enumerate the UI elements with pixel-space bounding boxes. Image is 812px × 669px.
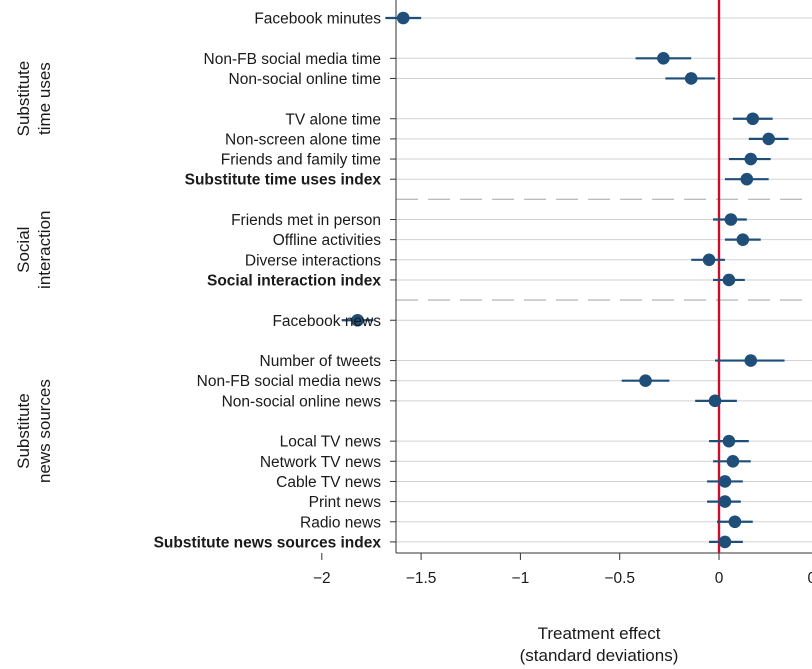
row-label: Substitute time uses index [185,172,382,189]
row-label: Print news [309,494,382,511]
group-label-line2: news sources [35,379,54,483]
point-estimate [726,455,740,468]
point-estimate [722,273,736,287]
x-axis-title-line1: Treatment effect [538,624,661,643]
point-estimates [351,11,775,549]
row-label: Diverse interactions [245,252,381,269]
row-label: Non-screen alone time [225,131,381,148]
point-estimate [718,535,732,549]
point-estimate [744,152,758,166]
group-label-line1: Substitute [14,61,33,137]
row-label: Non-FB social media news [197,373,382,390]
row-label: Network TV news [260,454,381,471]
point-estimate [684,72,698,85]
point-estimate [728,515,742,529]
row-label: Radio news [300,514,381,531]
row-labels: Facebook minutes Non-FB social media time… [154,11,382,552]
group-label-line1: Substitute [14,393,33,469]
row-label: Offline activities [273,232,382,249]
point-estimate [702,253,716,267]
x-tick-label: −1.5 [406,570,437,587]
row-label: Friends and family time [221,152,381,169]
row-label: Facebook news [272,313,381,330]
row-label: Non-FB social media time [204,51,381,68]
point-estimate [762,132,775,146]
point-estimate [722,434,736,448]
point-estimate [724,213,738,226]
row-label: Social interaction index [207,272,381,289]
x-tick-label: 0.5 [808,570,812,587]
row-label: Local TV news [280,434,382,451]
point-estimate [744,354,758,367]
group-separators [396,198,812,301]
row-label: Non-social online time [229,71,382,88]
row-label: Non-social online news [222,393,382,410]
x-tick-label: −2 [313,570,331,587]
x-axis-title-line2: (standard deviations) [520,646,679,665]
x-tick-label: −1 [512,570,530,587]
point-estimate [657,52,670,65]
group-label-line1: Social [14,227,33,273]
point-estimate [718,475,732,488]
point-estimate [736,233,750,246]
row-label: Substitute news sources index [154,534,382,551]
row-label: TV alone time [285,111,381,128]
group-label-line2: interaction [35,211,54,289]
point-estimate [708,394,722,408]
x-tick-label: 0 [715,570,724,587]
row-label: Friends met in person [231,212,381,229]
row-label: Number of tweets [260,353,382,370]
x-axis: −2 −1.5 −1 −0.5 0 0.5 [313,0,812,587]
point-estimate [746,112,760,126]
group-label-line2: time uses [35,62,54,135]
row-label: Cable TV news [276,474,381,491]
row-label: Facebook minutes [254,11,381,28]
point-estimate [718,495,732,508]
point-estimate [740,172,754,186]
point-estimate [351,313,364,327]
point-estimate [639,374,652,388]
point-estimate [396,11,410,25]
x-tick-label: −0.5 [604,570,635,587]
